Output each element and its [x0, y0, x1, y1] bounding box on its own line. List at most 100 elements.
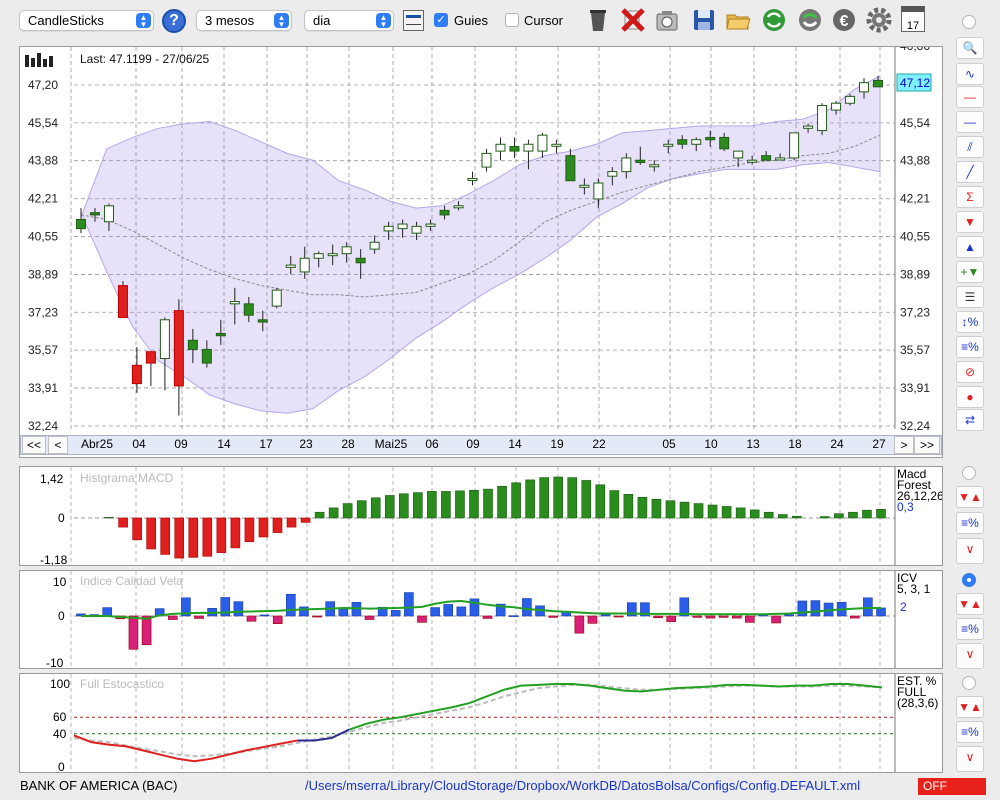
x-tick-label: Mai25 — [374, 437, 408, 451]
stochastic-chart[interactable]: 100 60 40 0 Full Estocastico EST. %FULL(28,3,… — [20, 674, 942, 774]
recycle-icon[interactable] — [796, 6, 824, 34]
y-tick-left: 40,55 — [28, 230, 58, 244]
x-tick-label: 17 — [259, 437, 273, 451]
chart-type-glyph — [43, 59, 47, 67]
icv-panel-radio[interactable] — [962, 573, 976, 587]
macd-signal-curve-button[interactable]: ∨ — [956, 538, 984, 564]
hline-blue-icon: — — [964, 115, 976, 129]
cursor-checkbox[interactable] — [505, 13, 519, 27]
stop-button[interactable]: ⊘ — [956, 361, 984, 383]
macd-bar — [370, 497, 381, 519]
chart-toggle-button[interactable] — [403, 10, 424, 31]
icv-signal-curve-button[interactable]: ∨ — [956, 643, 984, 669]
icv-value: 2 — [900, 600, 907, 614]
chart-type-select[interactable]: CandleSticks ▲ ▼ — [19, 10, 154, 31]
stoch-signal-curve-button[interactable]: ∨ — [956, 746, 984, 772]
camera-icon[interactable] — [653, 6, 681, 34]
icv-bar — [548, 615, 558, 618]
icv-bar — [692, 615, 703, 618]
bollinger-icon: ∿ — [964, 67, 976, 81]
arrow-down-button[interactable]: ▼ — [956, 211, 984, 233]
macd-bar — [230, 517, 241, 549]
macd-arrows-button[interactable]: ▼▲ — [956, 486, 984, 508]
macd-chart[interactable]: 1,42 0 -1,18 Histgrama MACD MacdForest26,12,… — [20, 467, 944, 567]
expand-percent-button[interactable]: ↕% — [956, 311, 984, 333]
candle-body — [495, 143, 506, 152]
y-tick: 0 — [58, 609, 65, 623]
y-tick: 1,42 — [40, 472, 64, 486]
save-icon[interactable] — [690, 6, 718, 34]
nav-last-button[interactable]: >> — [914, 436, 940, 454]
symbol-label: BANK OF AMERICA (BAC) — [20, 778, 178, 793]
bollinger-band — [80, 75, 881, 414]
euro-icon[interactable]: € — [830, 6, 858, 34]
candle-body — [369, 241, 380, 250]
stoch-percent-lines-button[interactable]: ≡% — [956, 721, 984, 743]
nav-first-button[interactable]: << — [22, 436, 46, 454]
macd-panel-radio[interactable] — [962, 466, 976, 480]
main-chart-panel[interactable]: 47,2047,2045,5445,5443,8843,8842,2142,21… — [19, 39, 943, 458]
channel-button[interactable]: ⫽ — [956, 136, 984, 158]
open-folder-icon[interactable] — [724, 6, 752, 34]
calendar-icon: 17 — [906, 20, 920, 32]
config-path-link[interactable]: /Users/mserra/Library/CloudStorage/Dropb… — [305, 778, 861, 793]
macd-bar — [525, 479, 535, 519]
hline-red-button[interactable]: — — [956, 86, 984, 108]
candle-body — [551, 143, 562, 147]
nav-next-button[interactable]: > — [894, 436, 914, 454]
arrow-up-button[interactable]: ▲ — [956, 236, 984, 258]
gear-icon[interactable] — [865, 6, 893, 34]
stoch-panel-radio[interactable] — [962, 676, 976, 690]
macd-bar — [483, 488, 493, 519]
y-tick-right-top: 46,86 — [900, 47, 930, 53]
icv-percent-lines-button[interactable]: ≡% — [956, 618, 984, 640]
y-tick-right: 42,21 — [900, 192, 930, 206]
record-button[interactable]: ● — [956, 386, 984, 408]
trendline-button[interactable]: ╱ — [956, 161, 984, 183]
macd-bar — [707, 504, 718, 519]
macd-bar — [539, 477, 549, 519]
icv-signal-line — [81, 599, 881, 620]
x-tick-label: Abr25 — [80, 437, 114, 451]
main-panel-radio[interactable] — [962, 15, 976, 29]
percent-lines-button[interactable]: ≡% — [956, 336, 984, 358]
interval-select[interactable]: dia ▲ ▼ — [304, 10, 394, 31]
icv-bar — [338, 607, 349, 617]
sigma-trend-button[interactable]: Σ — [956, 186, 984, 208]
help-button[interactable]: ? — [162, 9, 186, 33]
hline-blue-button[interactable]: — — [956, 111, 984, 133]
x-tick-label: 09 — [466, 437, 480, 451]
zoom-button[interactable]: 🔍 — [956, 37, 984, 59]
stochastic-panel[interactable]: 100 60 40 0 Full Estocastico EST. % FULL (28,3,… — [19, 673, 943, 774]
icv-bar — [168, 615, 178, 620]
price-chart[interactable]: 47,2047,2045,5445,5443,8843,8842,2142,21… — [20, 39, 942, 457]
macd-bar — [244, 517, 255, 542]
icv-bar — [417, 615, 427, 623]
status-badge[interactable]: OFF — [918, 778, 986, 795]
y-tick: 60 — [53, 710, 67, 724]
macd-panel[interactable]: 1,42 0 -1,18 Histgrama MACD Macd Forest 26,12,… — [19, 466, 944, 567]
icv-arrows-button[interactable]: ▼▲ — [956, 593, 984, 615]
macd-bar — [427, 491, 437, 519]
grid-lines-button[interactable]: ☰ — [956, 286, 984, 308]
refresh-icon[interactable] — [760, 6, 788, 34]
icv-params: 5, 3, 1 — [897, 582, 931, 596]
delete-icon[interactable] — [619, 6, 647, 34]
y-tick: 10 — [53, 575, 67, 589]
bollinger-button[interactable]: ∿ — [956, 63, 984, 85]
icv-panel[interactable]: 10 0 -10 Indice Calidad Vela ICV 5, 3, 1 2 — [19, 570, 943, 670]
icv-bar — [364, 615, 375, 620]
candle-body — [761, 155, 772, 161]
macd-percent-lines-button[interactable]: ≡% — [956, 512, 984, 534]
nav-prev-button[interactable]: < — [48, 436, 68, 454]
calendar-button[interactable]: 17 — [901, 6, 925, 32]
candle-body — [355, 257, 366, 264]
guides-checkbox[interactable]: ✓ — [434, 13, 448, 27]
candle-body — [159, 319, 170, 360]
period-select[interactable]: 3 mesos ▲ ▼ — [196, 10, 292, 31]
trash-icon[interactable] — [584, 6, 612, 34]
add-arrows-button[interactable]: +▼ — [956, 261, 984, 283]
swap-button[interactable]: ⇄ — [956, 409, 984, 431]
stoch-arrows-button[interactable]: ▼▲ — [956, 696, 984, 718]
